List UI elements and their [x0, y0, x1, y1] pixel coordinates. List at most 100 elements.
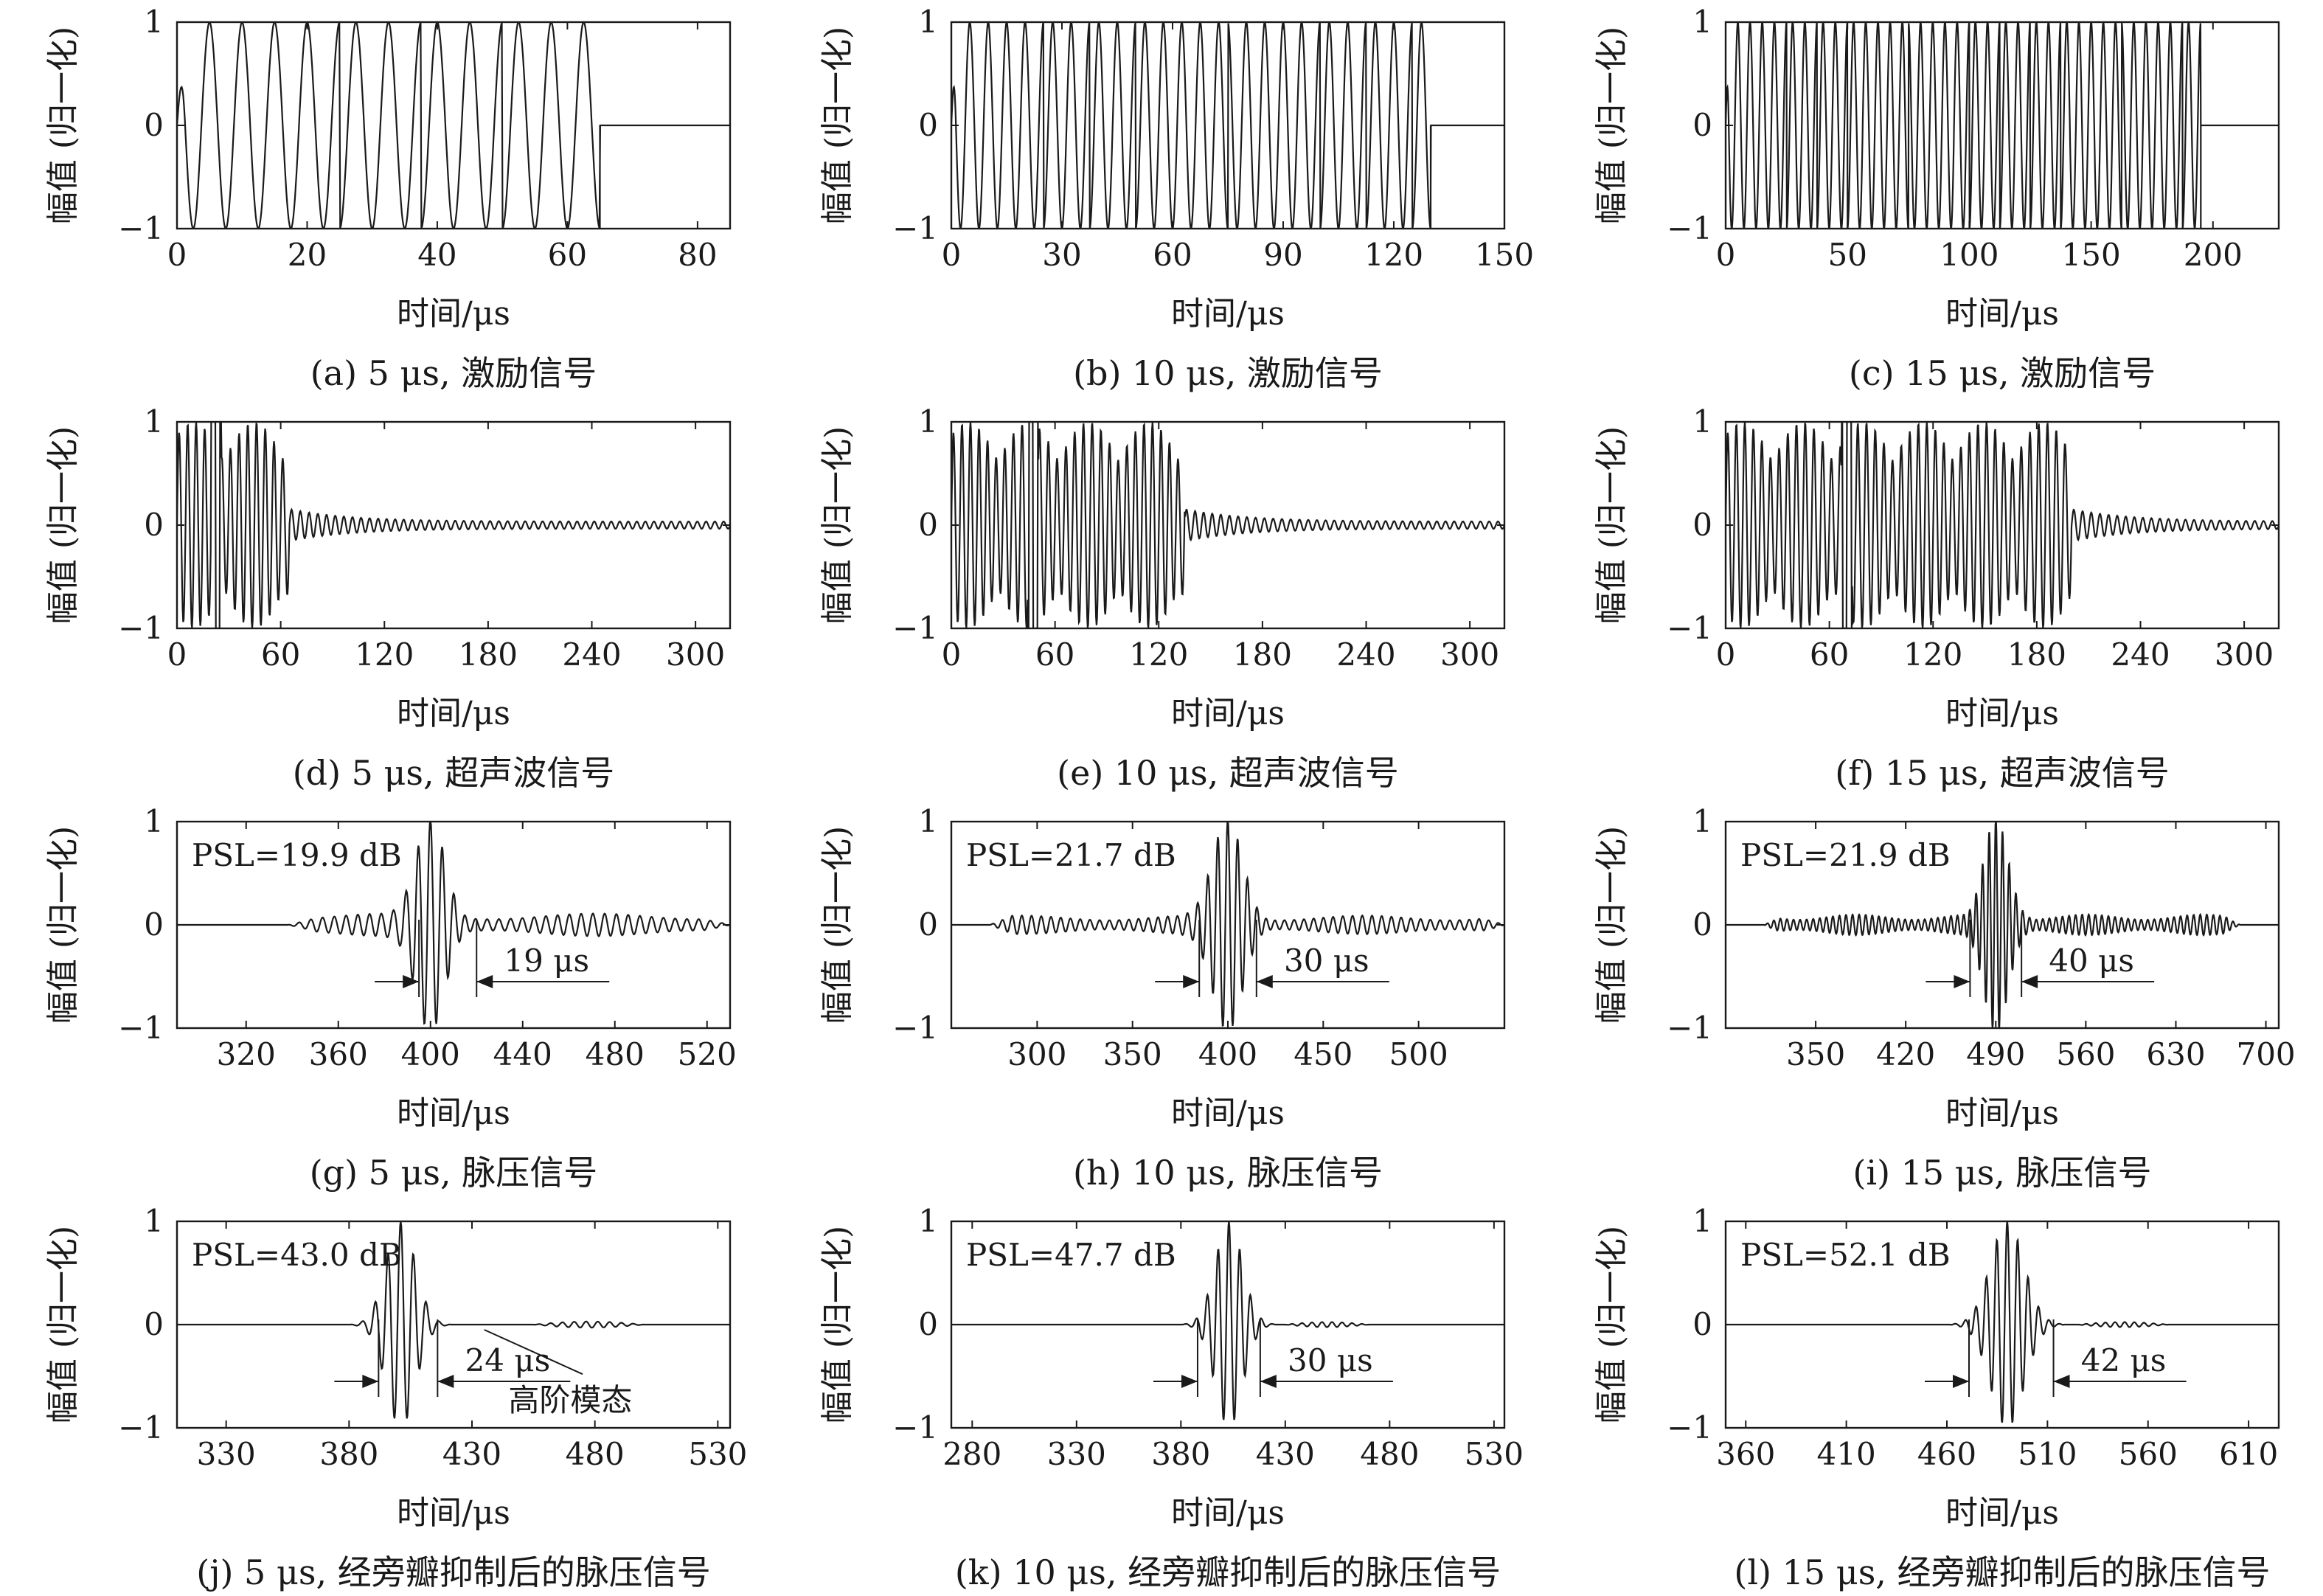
x-tick-label: 0 — [1716, 636, 1736, 673]
y-axis-title: 幅值 (归一化) — [44, 27, 82, 224]
y-tick-label: −1 — [1667, 210, 1712, 246]
x-tick-label: 40 — [417, 237, 456, 273]
x-tick-label: 380 — [1151, 1436, 1210, 1472]
x-tick-label: 0 — [1716, 237, 1736, 273]
y-tick-label: −1 — [118, 1010, 164, 1046]
note-label: 高阶模态 — [508, 1382, 632, 1418]
y-tick-label: −1 — [892, 210, 938, 246]
x-tick-label: 180 — [459, 636, 518, 673]
x-tick-label: 180 — [2007, 636, 2066, 673]
signal-line-i — [1726, 822, 2279, 1028]
y-tick-label: 1 — [1692, 4, 1712, 40]
x-tick-label: 90 — [1263, 237, 1302, 273]
y-axis-title: 幅值 (归一化) — [819, 27, 856, 224]
x-tick-label: 300 — [1007, 1036, 1066, 1072]
x-tick-label: 400 — [1198, 1036, 1257, 1072]
signal-line-k — [951, 1221, 1504, 1420]
x-tick-label: 360 — [1716, 1436, 1775, 1472]
y-tick-label: −1 — [892, 1409, 938, 1446]
y-tick-label: 1 — [918, 403, 938, 440]
x-tick-label: 240 — [1336, 636, 1395, 673]
x-tick-label: 420 — [1876, 1036, 1935, 1072]
panel-caption: (k) 10 μs, 经旁瓣抑制后的脉压信号 — [955, 1552, 1501, 1592]
y-tick-label: 1 — [144, 4, 164, 40]
x-axis-title: 时间/μs — [1171, 1094, 1285, 1132]
x-tick-label: 320 — [217, 1036, 276, 1072]
x-tick-label: 120 — [355, 636, 414, 673]
y-axis-title: 幅值 (归一化) — [819, 426, 856, 624]
x-tick-label: 120 — [1364, 237, 1423, 273]
note-pointer-line — [484, 1329, 583, 1375]
y-tick-label: 1 — [144, 403, 164, 440]
panel-caption: (i) 15 μs, 脉压信号 — [1853, 1153, 2151, 1193]
x-tick-label: 530 — [1465, 1436, 1524, 1472]
x-tick-label: 60 — [1153, 237, 1192, 273]
y-axis-title: 幅值 (归一化) — [1593, 426, 1631, 624]
panel-caption: (j) 5 μs, 经旁瓣抑制后的脉压信号 — [196, 1552, 710, 1592]
x-tick-label: 240 — [562, 636, 621, 673]
x-tick-label: 450 — [1294, 1036, 1353, 1072]
x-tick-label: 300 — [666, 636, 725, 673]
x-tick-label: 350 — [1103, 1036, 1162, 1072]
psl-label: PSL=21.9 dB — [1740, 837, 1951, 873]
width-label: 24 μs — [465, 1342, 551, 1378]
width-label: 30 μs — [1284, 943, 1369, 979]
y-tick-label: 0 — [144, 107, 164, 143]
x-axis-title: 时间/μs — [1945, 1494, 2059, 1532]
y-tick-label: 1 — [144, 1203, 164, 1239]
panel-caption: (d) 5 μs, 超声波信号 — [293, 753, 615, 793]
panel-caption: (f) 15 μs, 超声波信号 — [1835, 753, 2169, 793]
y-tick-label: −1 — [118, 1409, 164, 1446]
y-axis-title: 幅值 (归一化) — [44, 426, 82, 624]
x-tick-label: 460 — [1917, 1436, 1976, 1472]
x-tick-label: 50 — [1827, 237, 1867, 273]
width-label: 30 μs — [1288, 1342, 1373, 1378]
y-axis-title: 幅值 (归一化) — [1593, 27, 1631, 224]
panel-caption: (g) 5 μs, 脉压信号 — [310, 1153, 598, 1193]
y-axis-title: 幅值 (归一化) — [1593, 826, 1631, 1024]
x-tick-label: 300 — [2215, 636, 2274, 673]
y-tick-label: 1 — [918, 803, 938, 839]
arrow-head-left-icon — [476, 975, 493, 988]
arrow-head-right-icon — [1181, 1375, 1198, 1388]
panel-g: 320 360 400 440 480 520 −1 0 1 时间/μs 幅值 (归一化) (g) 5… — [44, 803, 737, 1193]
x-tick-label: 0 — [942, 237, 962, 273]
panel-caption: (l) 15 μs, 经旁瓣抑制后的脉压信号 — [1734, 1552, 2270, 1592]
arrow-head-right-icon — [1954, 975, 1970, 988]
y-tick-label: −1 — [1667, 1010, 1712, 1046]
y-tick-label: 0 — [918, 507, 938, 543]
width-label: 42 μs — [2081, 1342, 2167, 1378]
x-tick-label: 630 — [2146, 1036, 2205, 1072]
y-tick-label: 0 — [918, 906, 938, 943]
x-axis-title: 时间/μs — [1171, 1494, 1285, 1532]
x-axis-title: 时间/μs — [397, 695, 510, 732]
x-tick-label: 280 — [942, 1436, 1001, 1472]
arrow-head-left-icon — [1260, 1375, 1277, 1388]
panel-caption: (c) 15 μs, 激励信号 — [1849, 353, 2156, 393]
y-axis-title: 幅值 (归一化) — [819, 826, 856, 1024]
x-tick-label: 500 — [1389, 1036, 1448, 1072]
x-tick-label: 80 — [678, 237, 717, 273]
x-tick-label: 240 — [2111, 636, 2170, 673]
signal-line-g — [177, 822, 730, 1025]
panel-j: 330 380 430 480 530 −1 0 1 时间/μs 幅值 (归一化) (j) 5 μs… — [44, 1203, 747, 1592]
y-tick-label: 0 — [1692, 906, 1712, 943]
x-axis-title: 时间/μs — [1171, 295, 1285, 333]
psl-label: PSL=19.9 dB — [192, 837, 402, 873]
psl-label: PSL=21.7 dB — [966, 837, 1176, 873]
x-tick-label: 150 — [1475, 237, 1534, 273]
arrow-head-left-icon — [437, 1375, 454, 1388]
signal-line-d — [177, 422, 730, 628]
x-tick-label: 520 — [678, 1036, 737, 1072]
y-axis-title: 幅值 (归一化) — [819, 1226, 856, 1423]
y-tick-label: 0 — [918, 107, 938, 143]
x-tick-label: 480 — [1360, 1436, 1419, 1472]
width-label: 19 μs — [504, 943, 589, 979]
x-tick-label: 20 — [288, 237, 327, 273]
x-tick-label: 490 — [1966, 1036, 2025, 1072]
signal-line-c — [1726, 22, 2279, 229]
panel-k: 280 330 380 430 480 530 −1 0 1 时间/μs 幅值 (归一化) (k) 1… — [819, 1203, 1524, 1592]
x-tick-label: 330 — [1047, 1436, 1106, 1472]
y-tick-label: 1 — [1692, 803, 1712, 839]
